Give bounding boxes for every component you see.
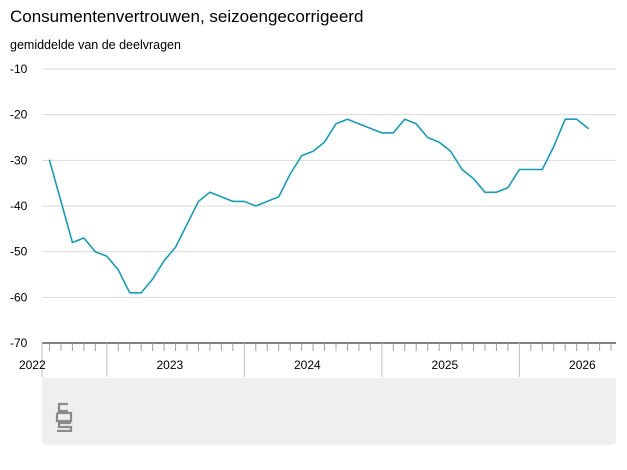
y-tick-label: -20 [10, 108, 28, 122]
y-tick-label: -40 [10, 199, 28, 213]
x-axis: 2022 2023 2024 2025 2026 [19, 343, 612, 377]
x-tick-label: 2023 [156, 358, 183, 372]
x-tick-label: 2024 [294, 358, 321, 372]
chart-footer [42, 378, 616, 445]
series-layer [48, 118, 589, 294]
y-tick-label: -30 [10, 153, 28, 167]
chart-subtitle: gemiddelde van de deelvragen [10, 38, 181, 52]
series-line [48, 118, 589, 294]
grid-lines [42, 68, 616, 344]
x-tick-label: 2025 [432, 358, 459, 372]
cbs-logo-icon [55, 402, 73, 432]
line-chart: -10-20-30-40-50-60-70 2022 2023 2024 2025 20… [10, 62, 616, 377]
x-tick-label: 2026 [569, 358, 596, 372]
y-tick-label: -10 [10, 62, 28, 76]
y-tick-label: -60 [10, 290, 28, 304]
y-tick-label: -50 [10, 245, 28, 259]
y-tick-label: -70 [10, 336, 28, 350]
y-axis: -10 -20 -30 -40 -50 -60 -70 [10, 62, 28, 350]
x-tick-label: 2022 [19, 358, 46, 372]
chart-title: Consumentenvertrouwen, seizoengecorrigee… [10, 7, 364, 26]
